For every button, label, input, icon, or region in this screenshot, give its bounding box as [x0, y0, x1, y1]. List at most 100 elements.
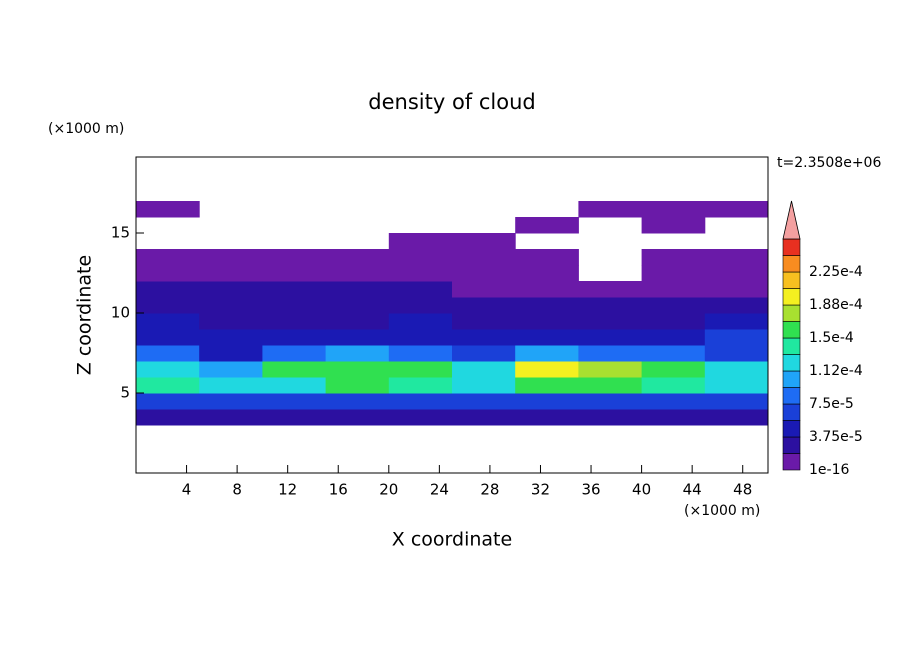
contour-cell	[388, 265, 453, 282]
contour-cell	[199, 377, 263, 394]
contour-cell	[641, 393, 706, 410]
contour-cell	[641, 217, 706, 234]
x-tick-label: 36	[581, 481, 600, 499]
contour-cell	[199, 281, 263, 298]
colorbar-box	[782, 403, 801, 421]
contour-cell	[515, 345, 579, 362]
contour-cell	[388, 329, 453, 346]
chart-title: density of cloud	[368, 90, 535, 114]
contour-cell	[199, 249, 263, 266]
contour-cell	[325, 313, 390, 330]
x-tick-label: 32	[531, 481, 550, 499]
y-tick-label: 15	[111, 224, 130, 242]
contour-cell	[578, 201, 643, 218]
x-tick-label: 8	[232, 481, 242, 499]
contour-cell	[515, 297, 579, 314]
x-tick-label: 16	[329, 481, 348, 499]
colorbar-label: 1.88e-4	[809, 297, 863, 313]
contour-cell	[704, 393, 769, 410]
contour-cell	[515, 313, 579, 330]
colorbar-box	[782, 288, 801, 306]
contour-cell	[641, 201, 706, 218]
x-tick-label: 12	[278, 481, 297, 499]
contour-cell	[388, 249, 453, 266]
colorbar-box	[782, 271, 801, 289]
contour-cell	[199, 361, 263, 378]
contour-cell	[452, 265, 516, 282]
contour-cell	[452, 345, 516, 362]
contour-cell	[136, 297, 200, 314]
contour-cell	[262, 297, 327, 314]
contour-cell	[199, 329, 263, 346]
colorbar-label: 1.12e-4	[809, 363, 863, 379]
contour-cell	[578, 297, 643, 314]
contour-cell	[641, 409, 706, 426]
y-tick-label: 10	[111, 304, 130, 322]
x-tick-label: 44	[683, 481, 702, 499]
contour-cell	[641, 297, 706, 314]
contour-cell	[199, 265, 263, 282]
x-tick-label: 48	[733, 481, 752, 499]
contour-cell	[578, 281, 643, 298]
contour-cell	[199, 345, 263, 362]
contour-cell	[704, 329, 769, 346]
colorbar-label: 2.25e-4	[809, 264, 863, 280]
contour-cell	[199, 409, 263, 426]
contour-cell	[325, 265, 390, 282]
contour-cell	[388, 345, 453, 362]
contour-cell	[704, 201, 769, 218]
contour-cell	[325, 345, 390, 362]
contour-cell	[515, 393, 579, 410]
contour-cell	[325, 281, 390, 298]
contour-cell	[452, 377, 516, 394]
colorbar-box	[782, 370, 801, 388]
contour-cell	[515, 329, 579, 346]
contour-cell	[325, 361, 390, 378]
contour-cell	[262, 377, 327, 394]
colorbar-box	[782, 238, 801, 256]
contour-cell	[704, 249, 769, 266]
contour-cell	[388, 393, 453, 410]
contour-cell	[325, 297, 390, 314]
contour-cell	[136, 313, 200, 330]
contour-cell	[578, 361, 643, 378]
colorbar-box	[782, 337, 801, 355]
x-tick-label: 40	[632, 481, 651, 499]
contour-cell	[641, 345, 706, 362]
contour-cell	[704, 297, 769, 314]
contour-cell	[641, 329, 706, 346]
colorbar-box	[782, 420, 801, 438]
contour-cell	[262, 329, 327, 346]
x-unit: (×1000 m)	[684, 503, 760, 519]
contour-cell	[641, 281, 706, 298]
contour-cell	[388, 313, 453, 330]
contour-cell	[578, 409, 643, 426]
colorbar-label: 1e-16	[809, 462, 849, 478]
contour-cell	[704, 281, 769, 298]
plot-frame	[135, 156, 769, 474]
contour-cell	[704, 265, 769, 282]
colorbar-label: 1.5e-4	[809, 330, 854, 346]
colorbar-box	[782, 354, 801, 372]
contour-cell	[578, 377, 643, 394]
contour-cell	[388, 409, 453, 426]
contour-cell	[452, 361, 516, 378]
colorbar-box	[782, 387, 801, 405]
contour-cell	[515, 281, 579, 298]
y-axis-label: Z coordinate	[74, 255, 96, 375]
contour-cell	[199, 393, 263, 410]
contour-cell	[325, 409, 390, 426]
contour-cell	[704, 313, 769, 330]
contour-cell	[515, 265, 579, 282]
contour-cell	[136, 377, 200, 394]
colorbar-box	[782, 453, 801, 471]
contour-cell	[452, 393, 516, 410]
contour-cell	[136, 201, 200, 218]
contour-cell	[452, 329, 516, 346]
contour-cell	[452, 297, 516, 314]
contour-cell	[704, 409, 769, 426]
contour-cell	[262, 265, 327, 282]
contour-cell	[578, 393, 643, 410]
contour-cell	[452, 233, 516, 250]
